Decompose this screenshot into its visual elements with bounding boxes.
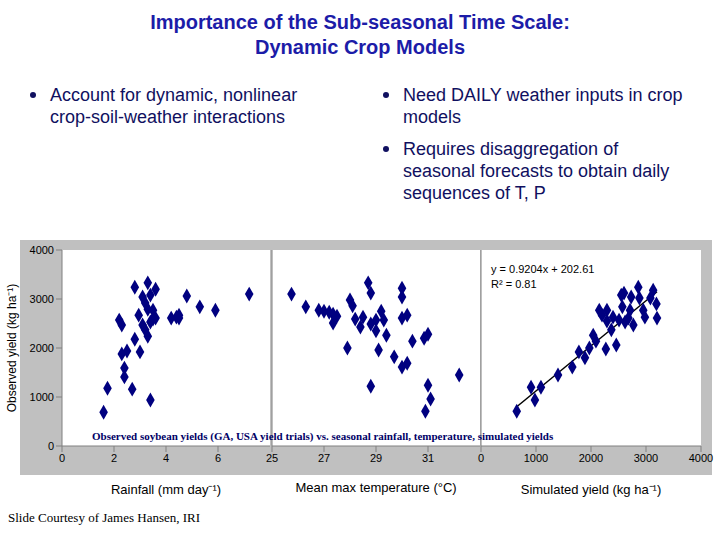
html-text:Need DAILY weather inputs in c: Need DAILY weather inputs in crop models [403,85,683,127]
html-text:Observed yield (kg ha⁻¹): Observed yield (kg ha⁻¹) [4,283,19,413]
svg-text:0: 0 [478,452,484,464]
html-text:Rainfall (mm day⁻¹): Rainfall (mm day⁻¹) [110,482,222,497]
html-text:y = 0.9204x + 202.61: y = 0.9204x + 202.61 [491,263,595,275]
svg-text:4000: 4000 [689,452,712,464]
html-text:R² = 0.81: R² = 0.81 [491,278,537,290]
svg-text:6: 6 [215,452,221,464]
html-text:Dynamic Crop Models: Dynamic Crop Models [255,36,465,58]
html-text:Importance of the Sub-seasonal: Importance of the Sub-seasonal Time Scal… [150,11,570,33]
html-text:Account for dynamic, nonlinear: Account for dynamic, nonlinear crop-soil… [50,85,298,127]
svg-text:0: 0 [48,440,54,452]
svg-text:2: 2 [111,452,117,464]
svg-text:25: 25 [266,452,278,464]
svg-text:4: 4 [163,452,169,464]
html-text:Mean max temperature (°C): Mean max temperature (°C) [295,480,457,495]
html-text:Simulated yield (kg ha⁻¹): Simulated yield (kg ha⁻¹) [520,482,662,497]
svg-text:3000: 3000 [634,452,658,464]
html-text:Requires disaggregation of sea: Requires disaggregation of seasonal fore… [403,139,670,203]
html-text:Slide Courtesy of James Hansen: Slide Courtesy of James Hansen, IRI [8,510,201,525]
svg-text:1000: 1000 [30,391,54,403]
svg-text:3000: 3000 [30,293,54,305]
svg-text:29: 29 [370,452,382,464]
svg-text:31: 31 [422,452,434,464]
svg-text:27: 27 [318,452,330,464]
svg-text:2000: 2000 [579,452,603,464]
svg-text:1000: 1000 [524,452,548,464]
svg-text:0: 0 [59,452,65,464]
html-text:Observed soybean yields (GA, U: Observed soybean yields (GA, USA yield t… [92,430,554,442]
svg-text:2000: 2000 [30,342,54,354]
svg-text:4000: 4000 [30,244,54,256]
